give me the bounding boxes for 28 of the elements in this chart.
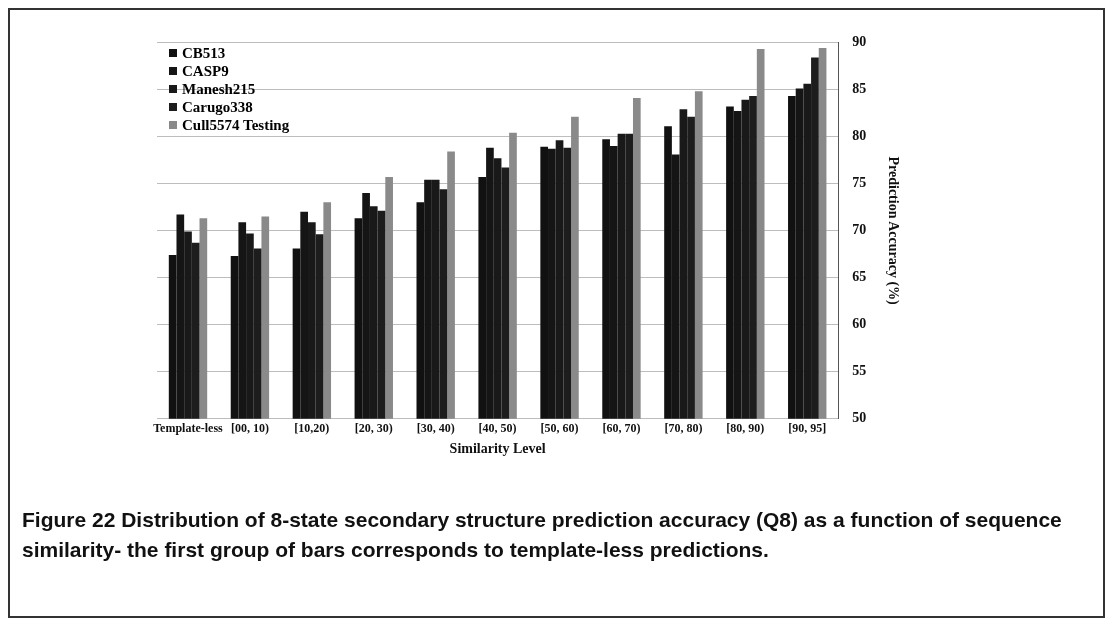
x-tick-label: [10,20) — [294, 421, 330, 436]
x-tick-label: [40, 50) — [478, 421, 517, 436]
legend-label: Manesh215 — [182, 80, 256, 99]
x-tick-label: [90, 95] — [788, 421, 827, 436]
legend-label: Cull5574 Testing — [182, 116, 290, 135]
x-tick-label: [20, 30) — [354, 421, 393, 436]
x-tick-label: [00, 10) — [230, 421, 269, 436]
y-tick-label: 90 — [852, 34, 867, 50]
y-tick-label: 85 — [852, 81, 867, 97]
y-tick-label: 70 — [852, 222, 867, 238]
y-axis-title: Prediction Accuracy (%) — [884, 156, 901, 306]
x-axis-title: Similarity Level — [449, 441, 546, 457]
legend-label: Carugo338 — [182, 98, 253, 117]
x-tick-label: Template-less — [153, 421, 224, 436]
x-tick-label: [30, 40) — [416, 421, 455, 436]
y-tick-label: 60 — [852, 316, 867, 332]
y-tick-label: 55 — [852, 363, 867, 379]
caption: Figure 22 Distribution of 8-state secondary structure prediction accuracy (Q8) as a function of sequence similarity- the first group of bars corresponds to template-less predictions. — [22, 507, 1063, 563]
y-tick-label: 80 — [852, 128, 867, 144]
y-tick-label: 50 — [852, 410, 867, 426]
y-tick-label: 75 — [852, 175, 867, 191]
x-tick-label: [80, 90) — [726, 421, 765, 436]
legend-label: CASP9 — [182, 62, 229, 81]
x-tick-label: [50, 60) — [540, 421, 579, 436]
y-tick-label: 65 — [852, 269, 867, 285]
x-tick-label: [60, 70) — [602, 421, 641, 436]
x-tick-label: [70, 80) — [664, 421, 703, 436]
legend-label: CB513 — [182, 44, 226, 63]
